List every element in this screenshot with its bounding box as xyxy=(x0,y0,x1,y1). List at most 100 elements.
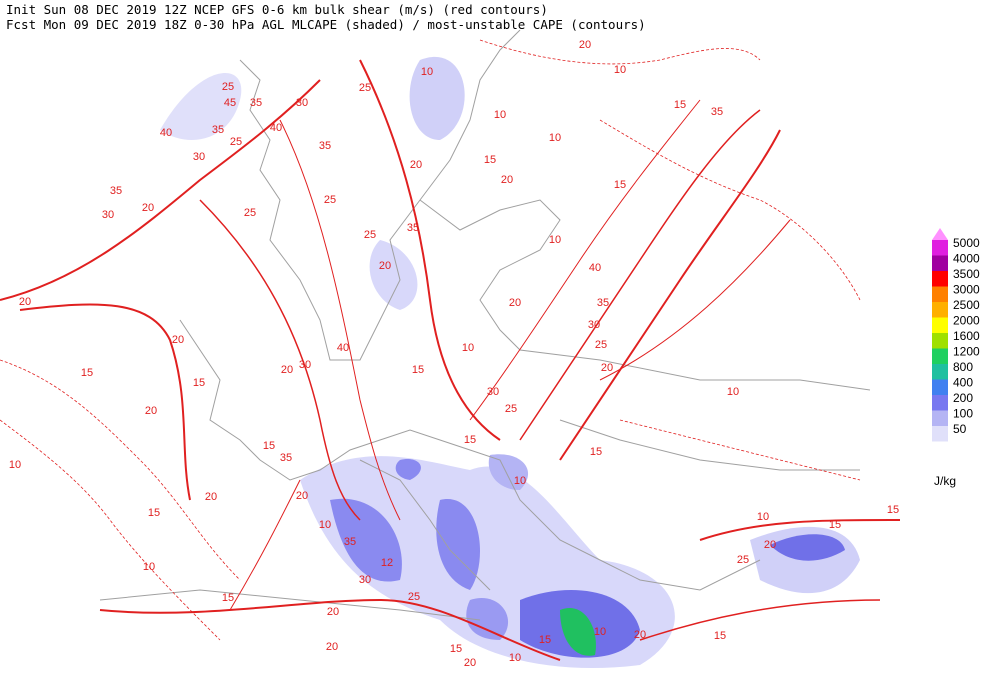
contour-label: 30 xyxy=(299,359,311,371)
colorbar-label: 100 xyxy=(953,407,973,421)
contour-label: 15 xyxy=(829,519,841,531)
colorbar-label: 50 xyxy=(953,422,967,436)
contour-label: 25 xyxy=(364,229,376,241)
contour-label: 20 xyxy=(326,641,338,653)
contour-label: 30 xyxy=(102,209,114,221)
contour-label: 10 xyxy=(462,342,474,354)
contour-label: 20 xyxy=(142,202,154,214)
contour-label: 30 xyxy=(487,386,499,398)
contour-label: 15 xyxy=(450,643,462,655)
contour-label: 12 xyxy=(381,557,393,569)
header-line: Fcst Mon 09 DEC 2019 18Z 0-30 hPa AGL ML… xyxy=(6,17,646,32)
contour-label: 25 xyxy=(359,82,371,94)
contour-label: 20 xyxy=(379,260,391,272)
colorbar-swatch xyxy=(932,395,948,411)
colorbar-label: 1200 xyxy=(953,345,980,359)
contour-label: 20 xyxy=(327,606,339,618)
contour-label: 10 xyxy=(143,561,155,573)
contour-label: 25 xyxy=(244,207,256,219)
contour-label: 15 xyxy=(263,440,275,452)
colorbar-arrow xyxy=(932,228,948,240)
contour-label: 15 xyxy=(714,630,726,642)
colorbar-label: 2000 xyxy=(953,314,980,328)
contour-label: 20 xyxy=(579,39,591,51)
colorbar-label: 3000 xyxy=(953,283,980,297)
colorbar-label: 3500 xyxy=(953,267,980,281)
contour-label: 15 xyxy=(539,634,551,646)
contour-label: 40 xyxy=(337,342,349,354)
contour-label: 10 xyxy=(421,66,433,78)
colorbar-label: 5000 xyxy=(953,236,980,250)
contour-label: 30 xyxy=(296,97,308,109)
contour-label: 10 xyxy=(614,64,626,76)
contour-label: 20 xyxy=(281,364,293,376)
contour-label: 15 xyxy=(193,377,205,389)
contour-label: 10 xyxy=(319,519,331,531)
colorbar-swatch xyxy=(932,410,948,426)
colorbar-swatch xyxy=(932,302,948,318)
colorbar-label: 1600 xyxy=(953,329,980,343)
colorbar-swatch xyxy=(932,348,948,364)
colorbar-label: 800 xyxy=(953,360,973,374)
colorbar-swatch xyxy=(932,271,948,287)
contour-labels: 10 25 25 45 35 30 40 40 35 25 30 35 20 30 35 25 25 25 20 35… xyxy=(9,39,899,669)
cape-shading xyxy=(160,56,860,668)
contour-label: 10 xyxy=(594,626,606,638)
contour-label: 10 xyxy=(757,511,769,523)
contour-label: 35 xyxy=(711,106,723,118)
contour-label: 25 xyxy=(408,591,420,603)
contour-label: 20 xyxy=(172,334,184,346)
contour-label: 25 xyxy=(230,136,242,148)
contour-label: 35 xyxy=(212,124,224,136)
contour-label: 15 xyxy=(590,446,602,458)
contour-label: 25 xyxy=(324,194,336,206)
colorbar-label: 400 xyxy=(953,376,973,390)
contour-label: 10 xyxy=(549,132,561,144)
contour-label: 20 xyxy=(145,405,157,417)
colorbar-swatch xyxy=(932,255,948,271)
contour-label: 15 xyxy=(484,154,496,166)
contour-label: 35 xyxy=(407,222,419,234)
contour-label: 35 xyxy=(110,185,122,197)
cape-contours xyxy=(0,39,861,641)
contour-label: 15 xyxy=(412,364,424,376)
shear-contours xyxy=(0,59,901,661)
contour-label: 15 xyxy=(464,434,476,446)
contour-label: 15 xyxy=(614,179,626,191)
contour-label: 25 xyxy=(595,339,607,351)
colorbar-swatch xyxy=(932,379,948,395)
header-line: Init Sun 08 DEC 2019 12Z NCEP GFS 0-6 km… xyxy=(6,2,548,17)
contour-label: 25 xyxy=(505,403,517,415)
contour-label: 35 xyxy=(250,97,262,109)
colorbar-swatch xyxy=(932,426,948,442)
contour-label: 10 xyxy=(549,234,561,246)
contour-label: 15 xyxy=(887,504,899,516)
contour-label: 10 xyxy=(509,652,521,664)
contour-label: 20 xyxy=(410,159,422,171)
contour-label: 15 xyxy=(674,99,686,111)
contour-label: 20 xyxy=(509,297,521,309)
colorbar-unit: J/kg xyxy=(934,474,956,488)
colorbar-swatch xyxy=(932,317,948,333)
contour-label: 25 xyxy=(737,554,749,566)
contour-label: 45 xyxy=(224,97,236,109)
contour-label: 10 xyxy=(494,109,506,121)
contour-label: 20 xyxy=(634,629,646,641)
contour-label: 20 xyxy=(19,296,31,308)
contour-label: 35 xyxy=(344,536,356,548)
contour-label: 10 xyxy=(727,386,739,398)
colorbar-label: 200 xyxy=(953,391,973,405)
contour-label: 30 xyxy=(359,574,371,586)
colorbar-label: 2500 xyxy=(953,298,980,312)
colorbar-swatch xyxy=(932,333,948,349)
contour-label: 35 xyxy=(597,297,609,309)
contour-label: 30 xyxy=(193,151,205,163)
contour-label: 20 xyxy=(296,490,308,502)
contour-label: 25 xyxy=(222,81,234,93)
colorbar-label: 4000 xyxy=(953,252,980,266)
contour-label: 40 xyxy=(589,262,601,274)
contour-label: 20 xyxy=(501,174,513,186)
